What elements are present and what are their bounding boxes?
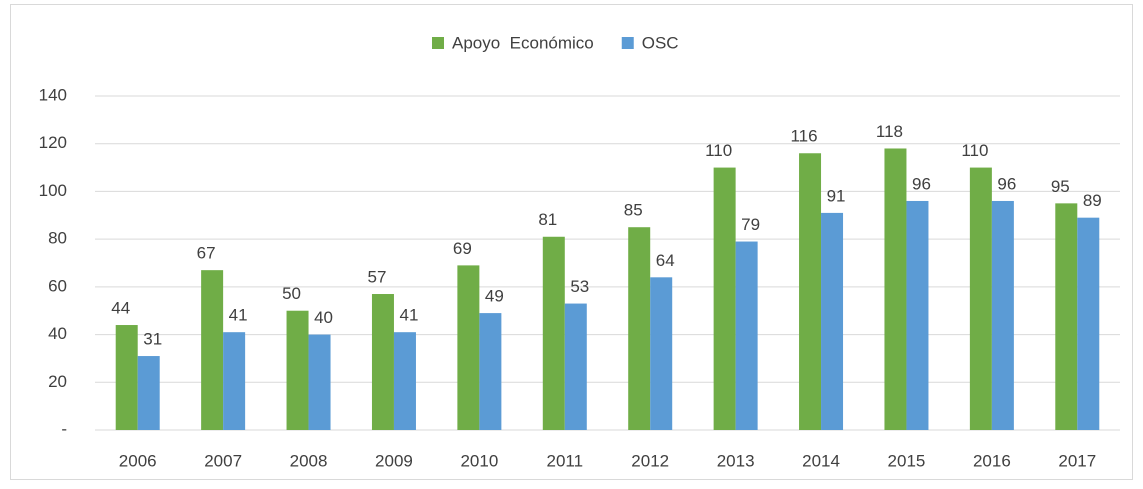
bar (479, 313, 502, 430)
data-label: 110 (961, 141, 988, 160)
bar (650, 277, 673, 430)
bar (713, 167, 736, 431)
data-label: 67 (197, 244, 216, 263)
data-label: 57 (367, 267, 386, 286)
data-label: 53 (570, 277, 589, 296)
x-tick-label: 2011 (547, 451, 584, 470)
data-label: 31 (143, 330, 162, 349)
data-label: 118 (876, 122, 903, 141)
bar (991, 200, 1014, 430)
bar (115, 325, 138, 430)
data-label: 96 (997, 174, 1016, 193)
x-tick-label: 2012 (631, 451, 669, 470)
data-label: 85 (624, 201, 643, 220)
data-label: 79 (741, 215, 760, 234)
bar (564, 303, 587, 430)
x-tick-label: 2007 (204, 451, 242, 470)
data-label: 44 (111, 299, 130, 318)
x-tick-label: 2013 (717, 451, 755, 470)
bar (969, 167, 992, 431)
data-label: 91 (827, 186, 846, 205)
data-label: 41 (229, 306, 248, 325)
bar (371, 294, 394, 430)
data-label: 41 (399, 306, 418, 325)
data-label: 64 (656, 251, 675, 270)
y-tick-label: 120 (39, 133, 67, 152)
bar (735, 241, 758, 430)
x-tick-label: 2010 (460, 451, 498, 470)
data-label: 69 (453, 239, 472, 258)
data-label: 96 (912, 174, 931, 193)
bar (308, 334, 331, 430)
y-tick-label: 80 (48, 229, 67, 248)
bar (223, 332, 246, 430)
legend-swatch (621, 37, 634, 49)
data-label: 50 (282, 284, 301, 303)
x-tick-label: 2009 (375, 451, 413, 470)
x-tick-label: 2015 (888, 451, 926, 470)
bar (884, 148, 907, 430)
y-tick-label: 40 (48, 324, 67, 343)
legend-label: Apoyo Económico (452, 33, 594, 52)
bar (286, 310, 309, 430)
legend-label: OSC (642, 33, 679, 52)
data-label: 89 (1083, 191, 1102, 210)
bar (1077, 217, 1100, 430)
data-label: 95 (1051, 177, 1070, 196)
x-tick-label: 2017 (1058, 451, 1096, 470)
bar (393, 332, 416, 430)
data-label: 110 (705, 141, 732, 160)
legend-swatch (432, 37, 444, 49)
y-tick-label: 20 (48, 372, 67, 391)
bar (821, 212, 844, 430)
bar (906, 200, 929, 430)
data-label: 81 (538, 210, 557, 229)
y-tick-label: 100 (39, 181, 67, 200)
y-tick-label: - (61, 419, 67, 438)
y-tick-label: 140 (39, 85, 67, 104)
bar (799, 153, 822, 430)
bar (1055, 203, 1078, 430)
data-label: 49 (485, 287, 504, 306)
x-tick-label: 2014 (802, 451, 840, 470)
x-tick-label: 2016 (973, 451, 1011, 470)
data-label: 40 (314, 308, 333, 327)
data-label: 116 (790, 127, 817, 146)
bar (628, 227, 651, 430)
x-tick-label: 2006 (119, 451, 157, 470)
bar (457, 265, 480, 430)
bar (137, 356, 160, 430)
y-tick-label: 60 (48, 276, 67, 295)
x-tick-label: 2008 (290, 451, 328, 470)
bar (542, 236, 565, 430)
bar (201, 270, 224, 430)
